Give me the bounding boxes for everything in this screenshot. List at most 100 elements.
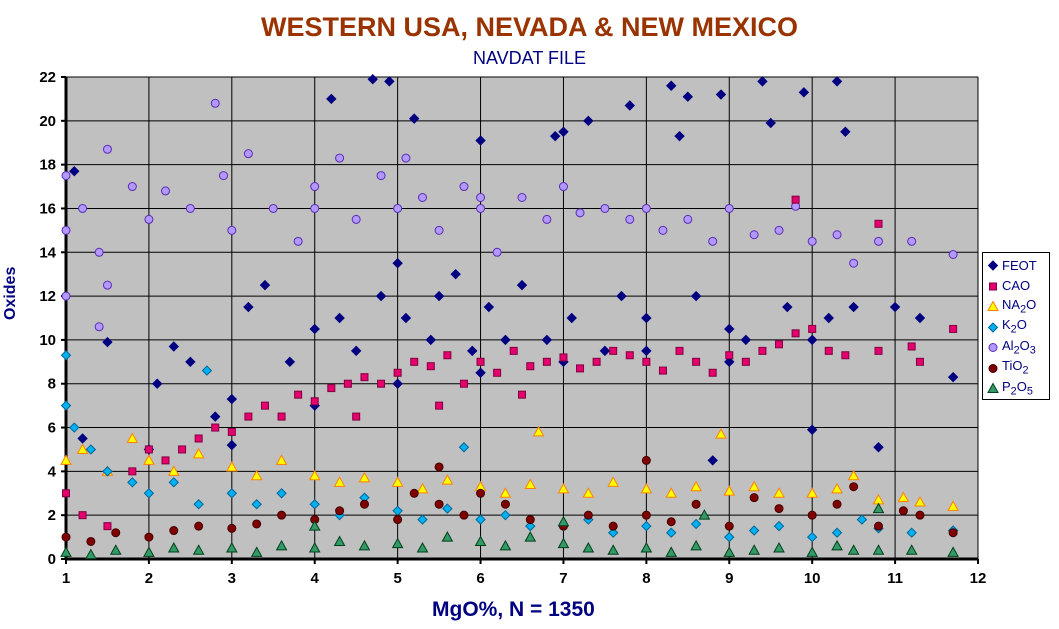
y-tick-label: 14	[39, 244, 56, 261]
data-point-al2o3	[160, 186, 170, 196]
data-point-tio2	[277, 510, 287, 520]
data-point-cao	[78, 511, 87, 520]
data-point-na2o	[607, 476, 620, 487]
data-point-p2o5	[557, 537, 570, 549]
data-point-tio2	[111, 528, 121, 538]
data-point-feot	[433, 290, 445, 302]
data-point-na2o	[143, 454, 155, 465]
legend-marker	[989, 282, 997, 291]
data-point-cao	[161, 456, 170, 465]
data-point-na2o	[532, 425, 545, 437]
data-point-feot	[334, 312, 345, 324]
data-point-na2o	[333, 476, 346, 487]
data-point-feot	[757, 76, 768, 87]
data-point-k2o	[168, 477, 179, 488]
data-point-na2o	[416, 482, 429, 494]
data-point-tio2	[61, 532, 71, 542]
data-point-cao	[352, 412, 361, 421]
data-point-tio2	[691, 499, 701, 509]
data-point-cao	[343, 379, 352, 388]
data-point-al2o3	[310, 203, 320, 213]
data-point-na2o	[640, 482, 653, 494]
legend-marker	[987, 382, 999, 394]
data-point-feot	[641, 312, 652, 324]
data-point-feot	[558, 126, 569, 137]
y-tick-label: 2	[48, 507, 56, 524]
data-point-al2o3	[401, 153, 411, 163]
data-point-tio2	[832, 499, 842, 509]
data-point-cao	[294, 390, 303, 399]
x-tick-label: 12	[970, 570, 987, 587]
data-point-feot	[947, 371, 959, 383]
data-point-feot	[384, 76, 395, 87]
series-tio2	[61, 455, 958, 546]
data-point-cao	[915, 357, 924, 366]
data-point-cao	[675, 346, 684, 355]
data-point-p2o5	[308, 520, 321, 531]
data-point-na2o	[665, 487, 678, 498]
data-point-tio2	[500, 499, 510, 509]
legend-label: FEOT	[1002, 257, 1037, 273]
data-point-al2o3	[243, 149, 253, 159]
data-point-feot	[375, 290, 387, 302]
data-point-feot	[914, 312, 926, 324]
data-point-feot	[682, 91, 694, 102]
data-point-feot	[168, 341, 179, 352]
legend-marker-icon	[987, 322, 999, 333]
data-point-tio2	[807, 510, 817, 520]
data-point-na2o	[524, 478, 537, 490]
data-point-al2o3	[542, 214, 552, 224]
data-point-tio2	[86, 536, 96, 546]
data-point-tio2	[874, 521, 884, 531]
legend-marker	[987, 322, 999, 333]
data-point-k2o	[442, 503, 453, 514]
data-point-tio2	[641, 455, 651, 465]
data-point-cao	[211, 423, 220, 432]
y-tick-label: 16	[39, 200, 56, 217]
data-point-cao	[103, 522, 112, 531]
data-point-al2o3	[227, 225, 237, 235]
data-point-feot	[284, 356, 296, 368]
data-point-na2o	[557, 482, 570, 494]
data-point-p2o5	[947, 546, 959, 557]
data-point-cao	[327, 384, 336, 393]
data-point-al2o3	[144, 214, 154, 224]
data-point-al2o3	[434, 225, 444, 235]
data-point-feot	[309, 323, 320, 335]
legend-item-feot: FEOT	[987, 255, 1049, 276]
data-point-al2o3	[476, 193, 486, 202]
data-point-k2o	[831, 527, 843, 538]
data-point-al2o3	[310, 182, 320, 192]
legend-item-cao: CAO	[987, 276, 1049, 297]
data-point-p2o5	[748, 544, 760, 555]
data-point-p2o5	[474, 535, 487, 546]
data-point-k2o	[773, 520, 785, 532]
data-point-feot	[475, 135, 486, 146]
data-point-na2o	[582, 487, 595, 498]
legend-label: K2O	[1002, 317, 1027, 337]
legend-marker-icon	[989, 282, 997, 291]
data-point-cao	[227, 427, 236, 436]
data-point-feot	[806, 334, 818, 346]
data-point-cao	[443, 351, 452, 360]
data-point-na2o	[947, 500, 959, 511]
data-point-cao	[841, 351, 850, 360]
data-point-p2o5	[60, 546, 72, 557]
data-point-cao	[426, 362, 435, 371]
data-point-al2o3	[78, 203, 88, 213]
data-point-al2o3	[517, 193, 527, 202]
x-tick-label: 2	[145, 570, 153, 587]
data-point-k2o	[417, 514, 428, 525]
legend-label: TiO2	[1002, 358, 1029, 378]
data-point-feot	[823, 312, 834, 324]
data-point-p2o5	[557, 515, 570, 527]
data-point-al2o3	[293, 236, 303, 246]
data-point-cao	[62, 489, 70, 498]
data-point-k2o	[500, 509, 511, 521]
data-point-cao	[542, 357, 551, 366]
data-point-na2o	[914, 496, 926, 507]
data-point-na2o	[60, 454, 72, 465]
data-point-tio2	[144, 532, 154, 542]
data-point-feot	[102, 336, 113, 348]
